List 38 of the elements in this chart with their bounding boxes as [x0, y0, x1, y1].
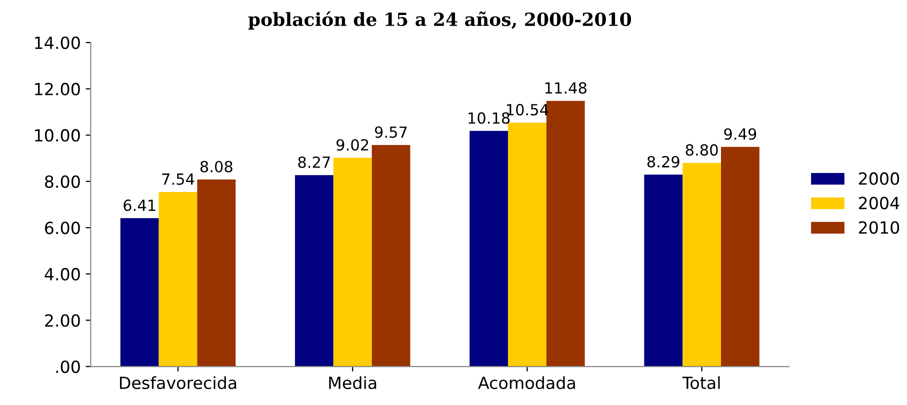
bar — [720, 146, 760, 367]
data-label: 8.29 — [647, 156, 680, 168]
data-label: 10.18 — [468, 112, 510, 124]
data-label: 11.48 — [545, 82, 586, 94]
data-label: 7.54 — [162, 174, 194, 185]
y-tick-label: 4.00 — [44, 268, 80, 281]
x-tick-label: Desfavorecida — [120, 376, 236, 390]
chart-title: población de 15 a 24 años, 2000-2010 — [248, 11, 632, 30]
data-label: 8.08 — [200, 160, 232, 172]
bar — [682, 162, 721, 367]
data-label: 9.49 — [724, 128, 756, 140]
y-tick-label: 2.00 — [45, 314, 80, 327]
x-tick-label: Media — [329, 376, 376, 390]
data-label: 8.80 — [686, 144, 718, 156]
x-tick-label: Acomodada — [478, 376, 575, 390]
y-tick-label: 6.00 — [45, 222, 80, 234]
legend-label: 2004 — [858, 196, 900, 210]
bar — [333, 158, 372, 367]
y-tick-label: 8.00 — [45, 175, 80, 188]
bar — [470, 130, 508, 367]
bar — [294, 175, 334, 367]
bar — [644, 174, 683, 367]
data-label: 9.02 — [336, 139, 368, 151]
data-label: 9.57 — [374, 126, 407, 138]
y-tick-label: 10.00 — [35, 129, 80, 142]
y-tick-label: 14.00 — [35, 36, 80, 50]
bar — [120, 218, 159, 367]
data-label: 8.27 — [298, 156, 330, 168]
bar — [508, 122, 546, 367]
bar — [158, 192, 198, 367]
y-tick-label: 12.00 — [35, 82, 80, 96]
legend-label: 2000 — [858, 172, 900, 185]
bar — [372, 145, 410, 367]
bar — [197, 180, 236, 367]
x-tick-label: Total — [682, 376, 720, 390]
legend-label: 2010 — [858, 221, 900, 234]
data-label: 6.41 — [124, 199, 156, 212]
y-tick-label: .00 — [56, 360, 80, 374]
